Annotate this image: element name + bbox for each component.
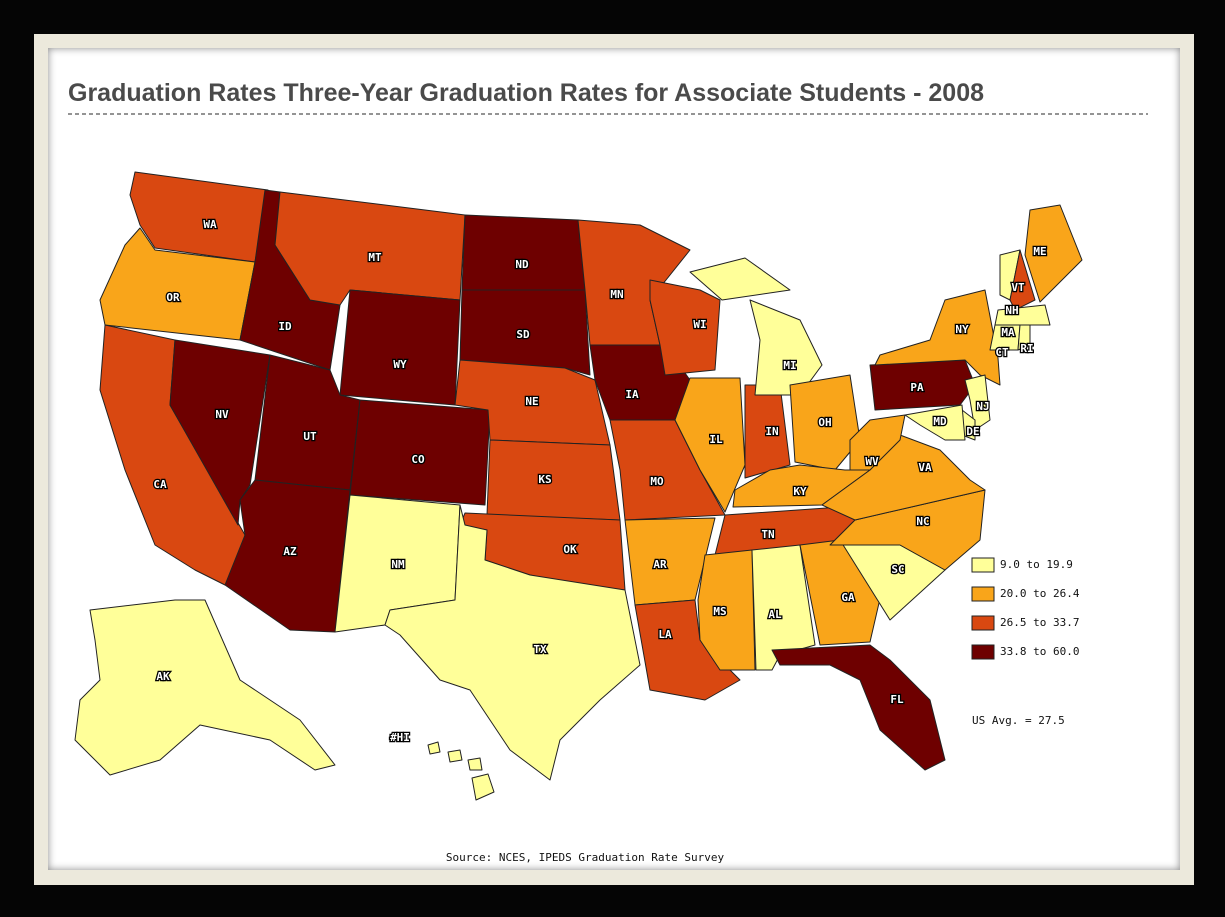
- state-label: NH: [1005, 304, 1018, 317]
- state-label: IA: [625, 388, 639, 401]
- state-shape: [1024, 204, 1083, 303]
- state-shape: [339, 289, 461, 406]
- legend-label: 9.0 to 19.9: [1000, 558, 1073, 571]
- state-shape: [467, 757, 483, 771]
- state-label: ME: [1033, 245, 1046, 258]
- state-shape: [274, 191, 466, 306]
- state-label: #HI: [390, 731, 410, 744]
- state-label: IN: [765, 425, 778, 438]
- state-labels: WA OR CA NV ID MT WY UT CO AZ NM ND SD NE KS OK TX MN IA MO…: [152, 217, 1048, 746]
- state-shape: [964, 374, 991, 431]
- state-label: IL: [709, 433, 723, 446]
- legend-swatch: [971, 615, 995, 631]
- legend-label: 20.0 to 26.4: [1000, 587, 1080, 600]
- state-label: AZ: [283, 545, 297, 558]
- state-label: MA: [1001, 326, 1015, 339]
- state-label: MN: [610, 288, 623, 301]
- state-label: NE: [525, 395, 538, 408]
- state-label: SD: [516, 328, 530, 341]
- state-label: MO: [650, 475, 664, 488]
- state-label: MS: [713, 605, 726, 618]
- state-label: VT: [1011, 281, 1025, 294]
- state-label: NY: [955, 323, 969, 336]
- legend-swatch: [971, 644, 995, 660]
- state-label: NC: [916, 515, 929, 528]
- state-label: UT: [303, 430, 317, 443]
- state-label: PA: [910, 381, 924, 394]
- state-label: WV: [865, 455, 879, 468]
- state-shape: [1017, 324, 1031, 351]
- state-label: LA: [658, 628, 672, 641]
- state-shape: [384, 504, 641, 781]
- state-label: KS: [538, 473, 551, 486]
- state-label: ND: [515, 258, 529, 271]
- state-label: NJ: [976, 400, 989, 413]
- state-label: CO: [411, 453, 425, 466]
- state-shape: [461, 214, 586, 291]
- state-label: MD: [933, 415, 947, 428]
- map-title: Graduation Rates Three-Year Graduation R…: [68, 79, 984, 107]
- legend-label: 26.5 to 33.7: [1000, 616, 1079, 629]
- state-shape: [634, 599, 741, 701]
- us-average: US Avg. = 27.5: [972, 714, 1065, 727]
- state-label: FL: [890, 693, 904, 706]
- state-shape: [689, 257, 791, 301]
- state-shape: [994, 304, 1051, 326]
- state-label: AK: [156, 670, 170, 683]
- legend: 9.0 to 19.9 20.0 to 26.4 26.5 to 33.7 33.8 …: [971, 557, 1080, 660]
- state-shape: [447, 749, 463, 763]
- state-label: OK: [563, 543, 577, 556]
- state-shape: [427, 741, 441, 755]
- state-shape: [904, 404, 966, 441]
- state-label: AR: [653, 558, 667, 571]
- state-shape: [74, 599, 336, 776]
- state-label: WY: [393, 358, 407, 371]
- state-label: NV: [215, 408, 229, 421]
- state-shape: [349, 399, 491, 506]
- state-label: OH: [818, 416, 831, 429]
- source-note: Source: NCES, IPEDS Graduation Rate Surv…: [446, 851, 725, 864]
- state-shape: [99, 227, 256, 341]
- state-shape: [789, 374, 861, 471]
- state-label: SC: [891, 563, 904, 576]
- state-shape: [471, 773, 495, 801]
- state-label: WI: [693, 318, 706, 331]
- state-shape: [649, 279, 721, 376]
- state-label: TN: [761, 528, 774, 541]
- state-label: CA: [153, 478, 167, 491]
- state-label: OR: [166, 291, 180, 304]
- state-shape: [486, 439, 621, 521]
- legend-swatch: [971, 557, 995, 573]
- legend-label: 33.8 to 60.0: [1000, 645, 1079, 658]
- state-label: CT: [995, 346, 1009, 359]
- state-shape: [849, 414, 906, 471]
- state-shape: [771, 644, 946, 771]
- state-label: AL: [768, 608, 782, 621]
- state-label: WA: [203, 218, 217, 231]
- state-label: VA: [918, 461, 932, 474]
- state-label: TX: [533, 643, 547, 656]
- state-label: DE: [966, 425, 979, 438]
- states: [74, 171, 1083, 801]
- state-label: GA: [841, 591, 855, 604]
- state-shape: [459, 289, 591, 376]
- state-label: MI: [783, 359, 796, 372]
- state-label: ID: [278, 320, 292, 333]
- state-label: RI: [1020, 342, 1033, 355]
- legend-swatch: [971, 586, 995, 602]
- state-label: MT: [368, 251, 382, 264]
- state-label: KY: [793, 485, 807, 498]
- state-shape: [674, 377, 746, 513]
- state-shape: [749, 299, 823, 396]
- state-shape: [874, 289, 1001, 386]
- state-label: NM: [391, 558, 405, 571]
